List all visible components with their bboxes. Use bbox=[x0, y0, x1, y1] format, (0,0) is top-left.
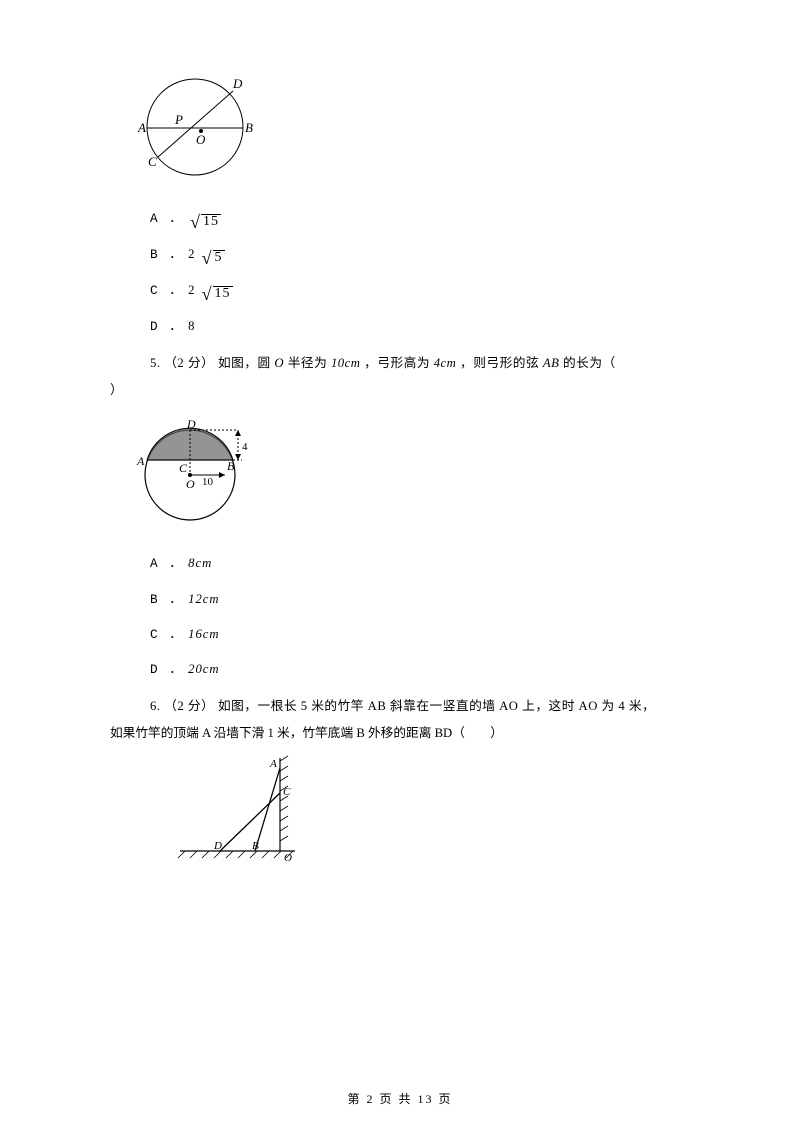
q5-option-b-label: B ． bbox=[150, 592, 184, 607]
q6-line1: 如图，一根长 5 米的竹竿 AB 斜靠在一竖直的墙 AO 上，这时 AO 为 4… bbox=[218, 699, 655, 713]
svg-text:B: B bbox=[252, 840, 259, 852]
svg-text:A: A bbox=[136, 454, 145, 468]
q4-option-a: A ． √15 bbox=[150, 209, 690, 229]
q5-circle-diagram: A D C B O 10 4 bbox=[130, 410, 270, 530]
q5-option-a: A ． 8cm bbox=[150, 554, 690, 573]
q5-text: 5. （2 分） 如图，圆 O 半径为 10cm ，弓形高为 4cm ，则弓形的… bbox=[150, 354, 690, 373]
q5-AB: AB bbox=[543, 356, 560, 370]
svg-text:P: P bbox=[174, 112, 183, 127]
svg-text:O: O bbox=[186, 477, 195, 491]
q5-h: 4cm bbox=[434, 356, 457, 370]
q5-text-d: ，则弓形的弦 bbox=[460, 356, 543, 370]
svg-text:B: B bbox=[227, 459, 235, 473]
q4-option-d: D ． 8 bbox=[150, 317, 690, 336]
q5-num: 5. bbox=[150, 356, 161, 370]
svg-text:O: O bbox=[284, 852, 292, 864]
q5-O: O bbox=[274, 356, 284, 370]
q5-text-b: 半径为 bbox=[288, 356, 331, 370]
page-footer: 第 2 页 共 13 页 bbox=[0, 1090, 800, 1107]
q5-figure: A D C B O 10 4 bbox=[130, 410, 690, 536]
svg-text:C: C bbox=[283, 786, 291, 798]
sqrt-icon: √15 bbox=[202, 281, 233, 301]
q5-close: ） bbox=[110, 381, 690, 400]
q6-points: （2 分） bbox=[164, 699, 214, 713]
q6-ladder-diagram: A C B D O bbox=[170, 753, 310, 868]
svg-text:D: D bbox=[213, 840, 222, 852]
q5-option-a-val: 8cm bbox=[188, 556, 212, 570]
q6-figure: A C B D O bbox=[170, 753, 690, 874]
q4-option-b: B ． 2 √5 bbox=[150, 245, 690, 265]
q5-option-c: C ． 16cm bbox=[150, 625, 690, 644]
q4-figure: A B C D P O bbox=[130, 70, 690, 191]
sqrt-icon: √5 bbox=[202, 245, 225, 265]
q5-option-b: B ． 12cm bbox=[150, 590, 690, 609]
q4-option-d-label: D ． bbox=[150, 319, 184, 334]
q5-text-e: 的长为（ bbox=[563, 356, 616, 370]
q4-option-c-label: C ． bbox=[150, 283, 184, 298]
q5-option-d-label: D ． bbox=[150, 662, 184, 677]
q4-option-c: C ． 2 √15 bbox=[150, 281, 690, 301]
q5-points: （2 分） bbox=[164, 356, 214, 370]
q5-text-c: ，弓形高为 bbox=[364, 356, 434, 370]
svg-text:D: D bbox=[186, 417, 196, 431]
svg-text:C: C bbox=[148, 154, 157, 169]
svg-text:4: 4 bbox=[242, 441, 248, 453]
q5-text-a: 如图，圆 bbox=[218, 356, 274, 370]
page: A B C D P O A ． √15 B ． 2 √5 C ． 2 bbox=[0, 0, 800, 1132]
svg-text:D: D bbox=[232, 76, 243, 91]
q5-option-d-val: 20cm bbox=[188, 662, 219, 676]
svg-text:A: A bbox=[137, 120, 146, 135]
sqrt-icon: √15 bbox=[190, 209, 221, 229]
q4-circle-diagram: A B C D P O bbox=[130, 70, 260, 185]
svg-text:B: B bbox=[245, 120, 253, 135]
svg-text:10: 10 bbox=[202, 476, 214, 488]
q6-text-line2: 如果竹竿的顶端 A 沿墙下滑 1 米，竹竿底端 B 外移的距离 BD（ ） bbox=[110, 724, 690, 743]
q4-option-b-coef: 2 bbox=[188, 247, 195, 261]
q4-option-b-label: B ． bbox=[150, 247, 184, 262]
q5-option-c-val: 16cm bbox=[188, 627, 219, 641]
svg-text:C: C bbox=[179, 461, 188, 475]
q5-option-b-val: 12cm bbox=[188, 592, 219, 606]
content: A B C D P O A ． √15 B ． 2 √5 C ． 2 bbox=[110, 70, 690, 874]
svg-text:A: A bbox=[269, 758, 277, 770]
q5-r: 10cm bbox=[331, 356, 360, 370]
q4-option-a-label: A ． bbox=[150, 211, 184, 226]
svg-text:O: O bbox=[196, 132, 206, 147]
q5-option-d: D ． 20cm bbox=[150, 660, 690, 679]
q6-num: 6. bbox=[150, 699, 161, 713]
q5-option-c-label: C ． bbox=[150, 627, 184, 642]
q5-option-a-label: A ． bbox=[150, 556, 184, 571]
q6-text-line1: 6. （2 分） 如图，一根长 5 米的竹竿 AB 斜靠在一竖直的墙 AO 上，… bbox=[150, 697, 690, 716]
q4-option-d-text: 8 bbox=[188, 319, 195, 333]
q4-option-c-coef: 2 bbox=[188, 283, 195, 297]
